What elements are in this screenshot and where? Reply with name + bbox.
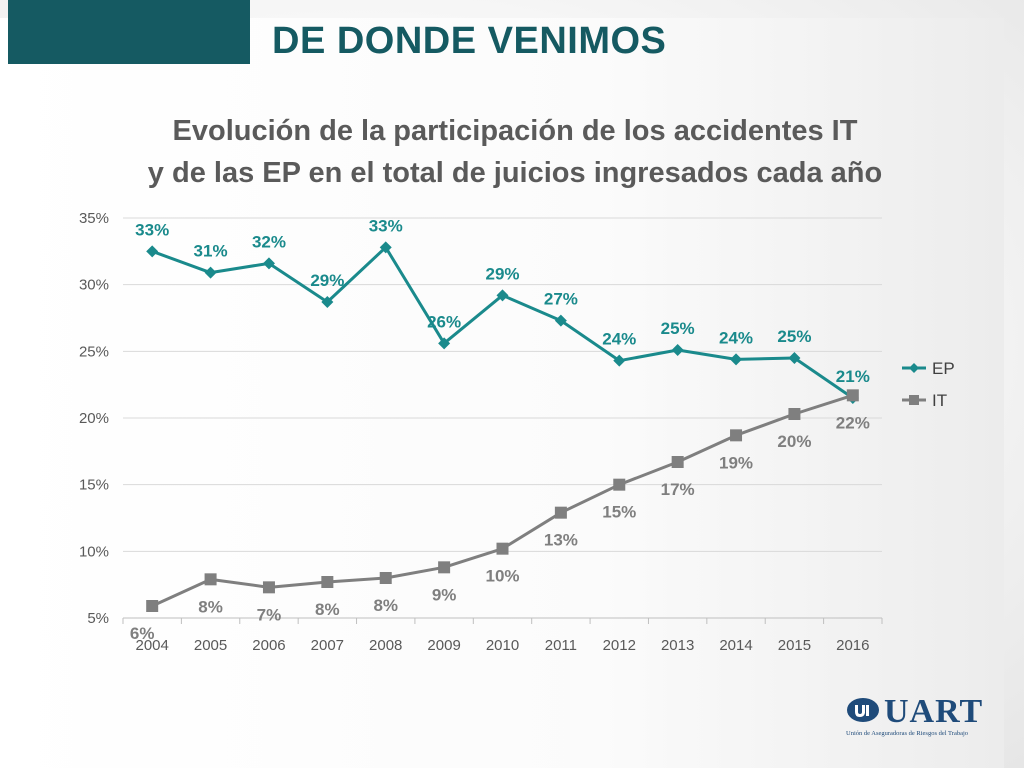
y-tick-label: 35% [79, 210, 109, 227]
x-tick-label: 2013 [661, 637, 694, 654]
data-label-it: 15% [602, 503, 636, 522]
data-label-ep: 27% [544, 290, 578, 309]
data-label-it: 20% [777, 432, 811, 451]
data-point-ep [554, 314, 567, 327]
logo-name: UART [884, 693, 984, 730]
x-tick-label: 2015 [778, 637, 811, 654]
uart-logo-mark-icon [847, 698, 879, 722]
data-label-ep: 29% [485, 264, 519, 283]
data-point-it [671, 456, 684, 468]
data-label-it: 8% [373, 596, 398, 615]
y-tick-label: 5% [87, 610, 109, 627]
data-point-it [613, 478, 626, 491]
header-accent-bar [8, 0, 250, 64]
data-point-ep [262, 257, 275, 270]
data-point-it [496, 542, 509, 555]
y-tick-label: 25% [79, 343, 109, 360]
data-label-it: 7% [257, 605, 282, 624]
x-tick-label: 2016 [836, 637, 869, 654]
data-point-it [788, 408, 801, 420]
data-point-ep [788, 352, 801, 364]
data-point-ep [496, 289, 509, 302]
x-tick-label: 2012 [603, 637, 636, 654]
data-label-ep: 25% [777, 327, 811, 346]
data-label-it: 10% [485, 567, 519, 586]
slide-panel [0, 18, 1004, 768]
x-tick-label: 2004 [136, 637, 169, 654]
logo-subtitle: Unión de Aseguradoras de Riesgos del Tra… [846, 730, 969, 737]
data-label-ep: 29% [310, 271, 344, 290]
data-point-it [730, 429, 743, 442]
data-point-ep [730, 353, 743, 366]
y-tick-label: 15% [79, 477, 109, 494]
chart-title-line-1: Evolución de la participación de los acc… [172, 115, 858, 147]
data-point-it [321, 576, 334, 588]
data-point-it [846, 389, 859, 402]
data-point-it [146, 600, 159, 612]
y-tick-label: 20% [79, 410, 109, 427]
legend-label-ep: EP [932, 359, 955, 378]
data-label-it: 8% [198, 597, 223, 616]
data-point-ep [671, 344, 684, 356]
data-point-it [438, 561, 451, 574]
data-label-ep: 25% [661, 319, 695, 338]
legend-label-it: IT [932, 391, 947, 410]
x-tick-label: 2009 [427, 637, 460, 654]
data-label-ep: 24% [719, 328, 753, 347]
data-label-ep: 33% [135, 220, 169, 239]
uart-logo: UART Unión de Aseguradoras de Riesgos de… [846, 693, 986, 744]
legend-marker-it [909, 395, 919, 405]
x-tick-label: 2014 [719, 637, 752, 654]
data-label-it: 17% [661, 480, 695, 499]
data-label-ep: 32% [252, 232, 286, 251]
data-point-ep [613, 354, 626, 367]
data-point-it [379, 572, 392, 584]
data-label-ep: 24% [602, 330, 636, 349]
data-point-ep [321, 296, 334, 308]
data-point-ep [379, 241, 392, 254]
data-point-it [554, 506, 567, 519]
data-label-ep: 21% [836, 367, 870, 386]
data-point-it [262, 581, 275, 594]
data-label-it: 19% [719, 453, 753, 472]
y-tick-label: 10% [79, 543, 109, 560]
x-tick-label: 2007 [311, 637, 344, 654]
data-label-ep: 31% [194, 242, 228, 261]
x-tick-label: 2008 [369, 637, 402, 654]
data-label-it: 6% [130, 624, 155, 643]
data-point-ep [438, 337, 451, 350]
data-label-ep: 33% [369, 216, 403, 235]
data-point-ep [146, 245, 159, 258]
x-tick-label: 2010 [486, 637, 519, 654]
data-point-ep [204, 266, 217, 279]
x-tick-label: 2005 [194, 637, 227, 654]
data-point-it [204, 573, 217, 586]
x-tick-label: 2006 [252, 637, 285, 654]
x-tick-label: 2011 [545, 637, 577, 654]
chart-title: Evolución de la participación de los acc… [100, 110, 930, 194]
data-label-it: 13% [544, 531, 578, 550]
data-label-it: 8% [315, 600, 340, 619]
data-label-it: 9% [432, 585, 457, 604]
data-label-it: 22% [836, 413, 870, 432]
legend-marker-ep [909, 363, 919, 373]
slide-title: DE DONDE VENIMOS [272, 20, 667, 62]
chart-title-line-2: y de las EP en el total de juicios ingre… [147, 157, 883, 189]
data-label-ep: 26% [427, 312, 461, 331]
y-tick-label: 30% [79, 277, 109, 294]
